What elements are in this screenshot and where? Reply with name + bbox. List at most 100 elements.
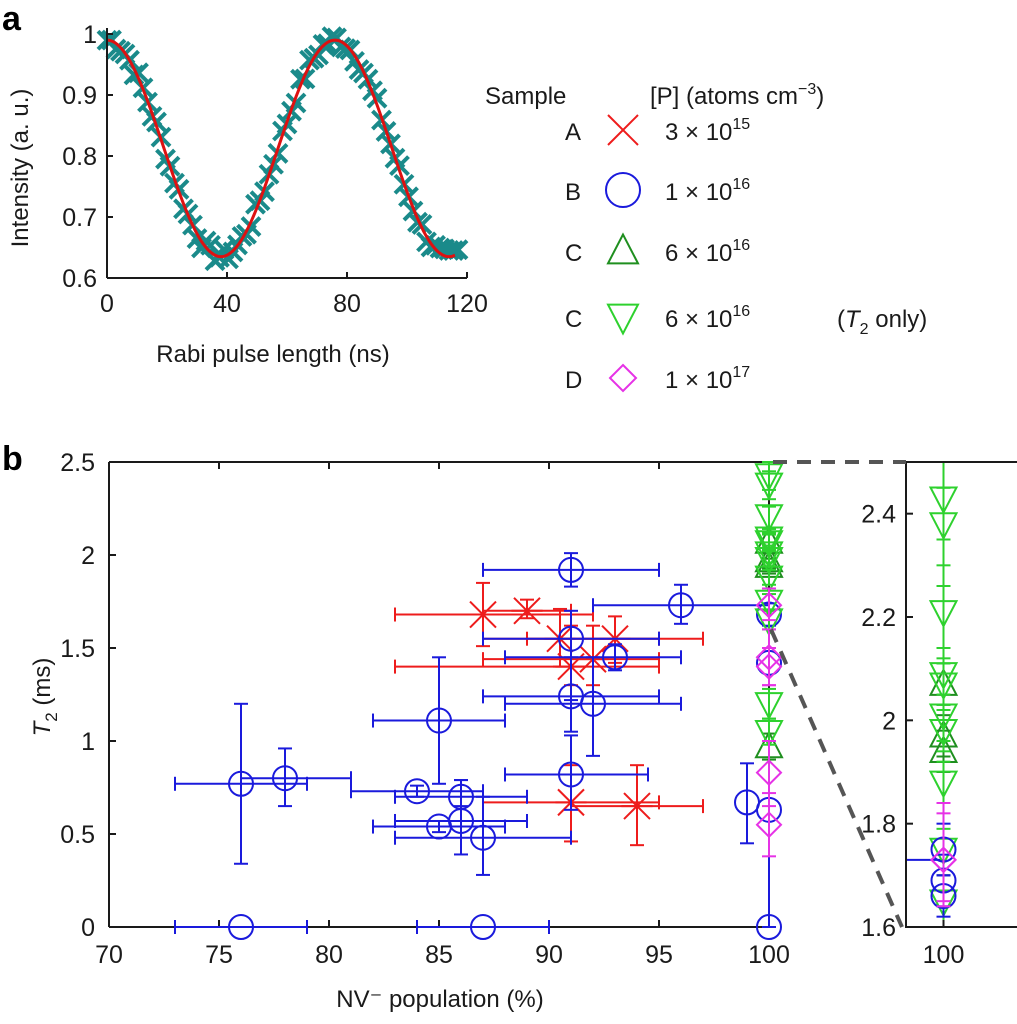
legend-exponent: 15 [732, 116, 750, 133]
t2-point-c-t2-only- [754, 565, 784, 594]
marker-circle [470, 914, 496, 940]
t2-point-c-t2-only- [754, 470, 784, 501]
legend-mantissa: 1 × 10 [665, 179, 732, 206]
marker-circle [228, 914, 254, 940]
marker-circle [404, 778, 430, 805]
marker-diamond [755, 653, 783, 681]
panel-b-inset: 1.6 1.8 2 2.2 2.4 100 [769, 460, 1017, 969]
marker-diamond [930, 846, 957, 874]
inset-point-c-t2-only- [928, 709, 959, 753]
t2-point-c-t2-only- [754, 504, 784, 533]
inset-y-tick-label: 2 [882, 707, 896, 735]
legend-mantissa: 1 × 10 [665, 367, 732, 394]
t2-point-b [504, 734, 649, 811]
marker-circle [558, 761, 584, 788]
zoom-guide-bottom [769, 628, 904, 928]
t2-axes: 70 75 80 85 90 95 100 0 0.5 1 1.5 2 2.5 [60, 449, 790, 969]
t2-x-tick-label: 85 [425, 941, 453, 969]
marker-circle [426, 707, 452, 734]
t2-point-b [482, 656, 660, 733]
legend-header-conc-text: [P] (atoms cm [650, 83, 798, 110]
t2-y-tick-label: 2.5 [60, 449, 95, 477]
marker-stroke [389, 155, 410, 177]
rabi-axes: 0 40 80 120 0.6 0.7 0.8 0.9 1 [62, 21, 488, 318]
marker-triangle-down [928, 672, 959, 701]
t2-y-label-unit: (ms) [29, 658, 56, 713]
t2-x-tick-label: 80 [315, 941, 343, 969]
legend-sample-label: B [565, 179, 581, 206]
legend: Sample [P] (atoms cm−3) A 3 × 1015 B 1 × 10… [485, 81, 927, 394]
inset-point-c-t2-only- [928, 486, 959, 567]
legend-entry: A 3 × 1015 [565, 114, 750, 146]
marker-stroke [186, 228, 208, 249]
t2-point-a [482, 597, 572, 625]
zoom-guide-lines [769, 460, 906, 928]
rabi-fit-line [106, 38, 456, 259]
panel-a: a 0 40 80 120 0.6 0.7 0.8 0.9 1 Rabi pulse lengt… [2, 0, 488, 368]
rabi-x-axis-label: Rabi pulse length (ns) [156, 341, 389, 368]
t2-point-b [504, 656, 682, 757]
legend-entry: C 6 × 1016 [565, 232, 750, 267]
legend-exponent: 16 [732, 237, 750, 254]
legend-note-open: ( [837, 306, 845, 333]
t2-point-d [755, 792, 783, 858]
rabi-data-point [389, 155, 410, 177]
legend-marker-diamond-icon [608, 363, 638, 393]
marker-stroke [344, 50, 365, 72]
marker-stroke [335, 38, 356, 60]
inset-x-tick-label: 100 [923, 941, 965, 969]
legend-header-conc-sup: −3 [798, 81, 816, 98]
legend-marker-x-icon [607, 114, 639, 146]
t2-x-tick-label: 70 [95, 941, 123, 969]
legend-sample-label: D [565, 367, 582, 394]
legend-header-conc-close: ) [816, 83, 824, 110]
marker-stroke [267, 143, 289, 164]
t2-point-c-t2-only- [754, 687, 784, 721]
t2-point-b [734, 762, 760, 845]
legend-note-rest: only) [869, 306, 928, 333]
marker-triangle-down [754, 692, 784, 721]
marker-diamond [755, 811, 783, 839]
legend-entry: B 1 × 1016 [565, 172, 750, 208]
marker-stroke [326, 27, 347, 49]
marker-triangle-down [754, 472, 784, 501]
t2-y-label-T: T [29, 719, 56, 736]
t2-x-tick-label: 95 [645, 941, 673, 969]
inset-y-tick-label: 1.8 [861, 811, 896, 839]
t2-y-tick-label: 2 [81, 542, 95, 570]
legend-mantissa: 6 × 10 [665, 240, 732, 267]
marker-circle [756, 914, 782, 940]
marker-stroke [294, 68, 316, 90]
inset-y-tick-label: 2.4 [861, 501, 896, 529]
legend-sample-label: C [565, 240, 582, 267]
rabi-y-tick-label: 0.9 [62, 82, 97, 110]
rabi-y-tick-label: 0.6 [62, 265, 97, 293]
marker-triangle-down [754, 565, 784, 594]
legend-header-concentration: [P] (atoms cm−3) [650, 81, 824, 110]
marker-triangle-down [754, 504, 784, 533]
t2-plot-area [174, 461, 784, 940]
marker-center [524, 608, 530, 614]
marker-circle [272, 765, 298, 792]
marker-triangle-down [754, 463, 784, 492]
legend-entry: D 1 × 1017 [565, 363, 750, 394]
rabi-y-axis-label: Intensity (a. u.) [7, 89, 34, 248]
t2-point-b [350, 778, 484, 805]
t2-y-tick-label: 1 [81, 728, 95, 756]
legend-marker-circle-icon [605, 172, 641, 208]
marker-triangle-down [754, 541, 784, 570]
t2-point-b [372, 656, 506, 785]
rabi-plot-area [96, 26, 469, 272]
marker-circle [558, 625, 584, 652]
legend-concentration: 1 × 1016 [665, 176, 750, 206]
legend-sample-label: C [565, 306, 582, 333]
panel-label-b: b [2, 440, 23, 478]
t2-point-b [174, 914, 308, 940]
marker-center [634, 803, 640, 809]
legend-exponent: 17 [732, 364, 750, 381]
legend-mantissa: 6 × 10 [665, 306, 732, 333]
t2-x-tick-label: 75 [205, 941, 233, 969]
marker-triangle-down [928, 770, 959, 799]
legend-note: (T2 only) [837, 306, 927, 338]
